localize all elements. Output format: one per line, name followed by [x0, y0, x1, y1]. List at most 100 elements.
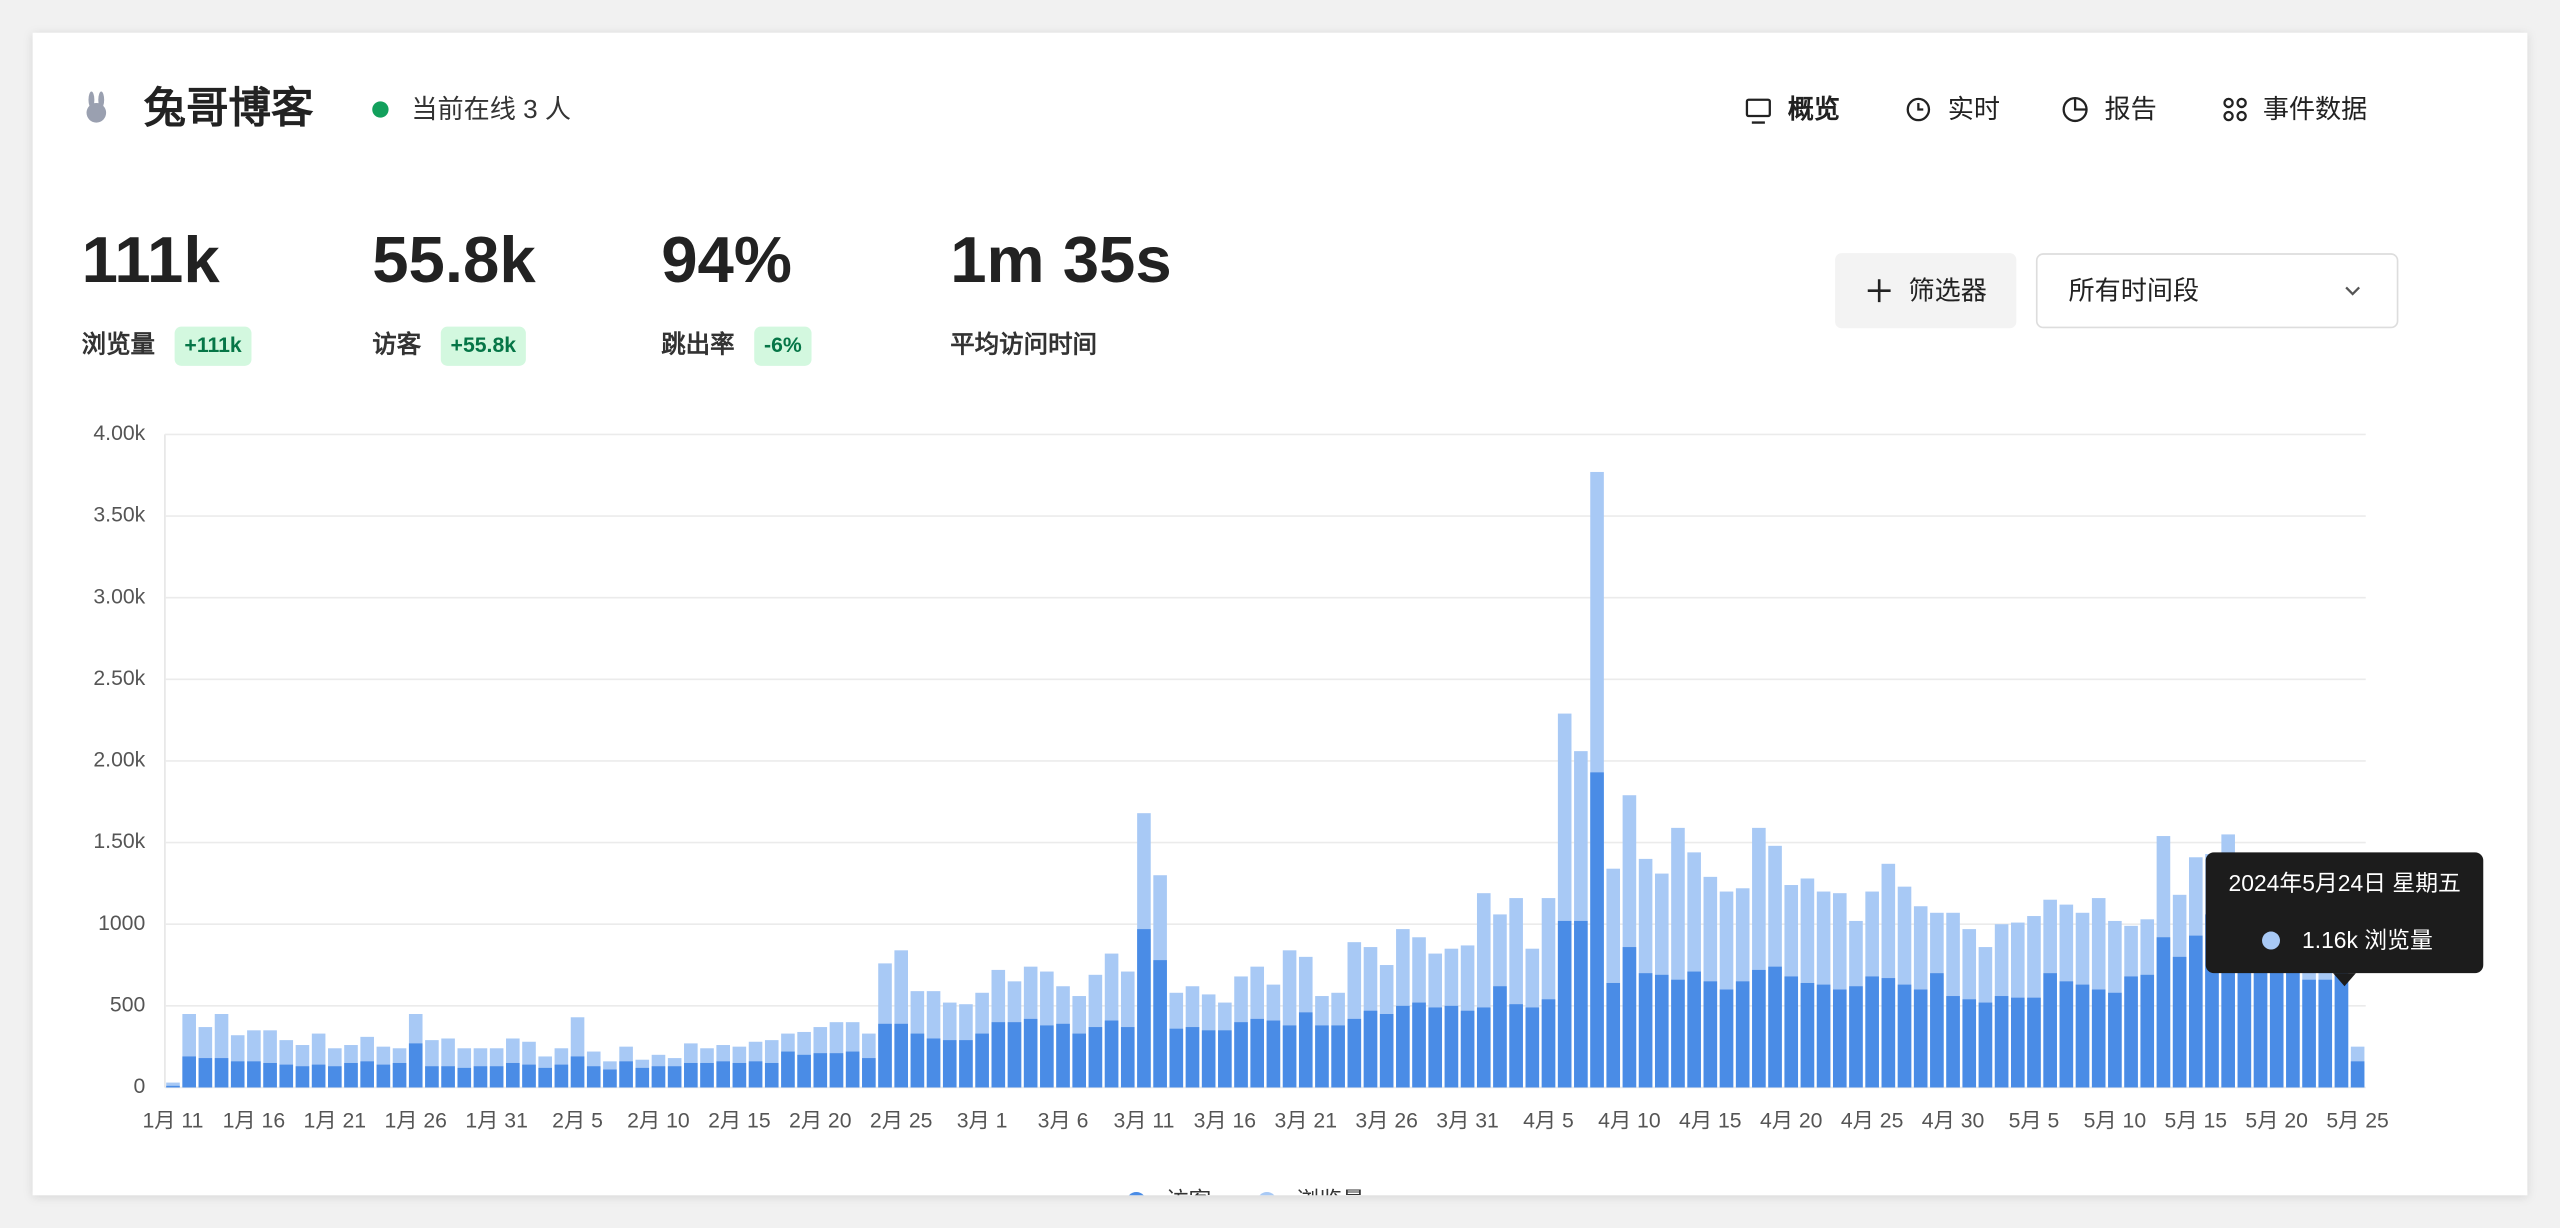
bar — [635, 1067, 650, 1088]
bar — [2334, 966, 2349, 1088]
stat-change-badge — [754, 326, 812, 366]
bar — [1023, 1018, 1038, 1088]
bar — [214, 1058, 229, 1088]
bar — [2027, 997, 2041, 1088]
bar — [619, 1061, 633, 1088]
bar — [2189, 935, 2203, 1088]
nav-label: 实时 — [1948, 94, 2000, 124]
nav-events[interactable]: 事件数据 — [2223, 94, 2367, 124]
bar — [1638, 973, 1653, 1088]
x-tick-label: 3月 21 — [1274, 1109, 1337, 1132]
bar — [667, 1066, 682, 1088]
bar — [797, 1054, 811, 1088]
stat-value: 94% — [661, 223, 792, 296]
x-tick-label: 5月 25 — [2326, 1109, 2389, 1132]
x-tick-label: 3月 26 — [1355, 1109, 1418, 1132]
bar — [360, 1061, 374, 1088]
filter-button[interactable]: 筛选器 — [1835, 253, 2017, 329]
bar — [926, 1038, 941, 1088]
bar — [1185, 1027, 1200, 1088]
bar — [2043, 973, 2057, 1088]
bar — [1476, 1007, 1491, 1088]
bar — [1703, 981, 1718, 1088]
bar — [1347, 1018, 1362, 1088]
bar — [376, 1064, 391, 1088]
bar — [2156, 937, 2171, 1088]
content: 兔哥博客 当前在线 3 人 概览 实时 报告 事件数据 111k 浏览量 +111k… — [82, 84, 2484, 1196]
stat-change: +55.8k — [451, 334, 517, 357]
bar — [1735, 981, 1750, 1088]
bar — [1622, 947, 1637, 1088]
nav-overview[interactable]: 概览 — [1745, 94, 1840, 124]
x-tick-label: 1月 16 — [223, 1109, 286, 1132]
x-tick-label: 4月 10 — [1598, 1109, 1661, 1132]
nav-realtime[interactable]: 实时 — [1906, 94, 2000, 124]
bar — [554, 1064, 569, 1088]
bar — [1120, 1027, 1135, 1088]
bar — [1088, 1027, 1103, 1088]
bar — [166, 1085, 180, 1088]
x-tick-label: 2月 15 — [708, 1109, 771, 1132]
bar — [1752, 969, 1766, 1088]
bar — [1687, 971, 1701, 1088]
bar — [1978, 1002, 1993, 1088]
bar — [1557, 920, 1572, 1088]
online-dot — [372, 101, 389, 118]
stat-value: 1m 35s — [950, 223, 1171, 296]
x-tick-label: 4月 5 — [1523, 1109, 1574, 1132]
x-tick-label: 3月 1 — [957, 1109, 1008, 1132]
bar — [991, 1022, 1006, 1088]
tooltip-text: 1.16k 浏览量 — [2302, 927, 2433, 953]
bar — [910, 1033, 925, 1088]
x-tick-label: 5月 20 — [2245, 1109, 2308, 1132]
bar — [1007, 1022, 1022, 1088]
bar — [1784, 976, 1799, 1088]
bar — [263, 1062, 277, 1088]
bar — [344, 1062, 358, 1088]
bar — [894, 1023, 908, 1088]
stat-label: 浏览量 — [82, 331, 155, 359]
bar — [425, 1066, 439, 1088]
y-tick-label: 500 — [110, 993, 145, 1016]
y-tick-label: 1000 — [98, 912, 145, 935]
y-tick-label: 2.00k — [93, 749, 145, 772]
stat-value: 55.8k — [372, 223, 536, 296]
bar — [1072, 1033, 1087, 1088]
bar — [2075, 984, 2090, 1088]
bar — [781, 1051, 795, 1088]
bar — [1816, 984, 1831, 1088]
bar — [1719, 989, 1734, 1088]
bar — [473, 1066, 488, 1088]
bar — [408, 1043, 423, 1088]
x-tick-label: 4月 25 — [1841, 1109, 1904, 1132]
bar — [522, 1064, 536, 1088]
bar — [1153, 960, 1167, 1088]
bar — [538, 1067, 552, 1088]
bar — [1849, 986, 1863, 1088]
tooltip: 2024年5月24日 星期五 1.16k 浏览量 — [2205, 852, 2484, 987]
bar — [732, 1062, 747, 1088]
x-tick-label: 3月 6 — [1038, 1109, 1089, 1132]
bar — [651, 1066, 666, 1088]
bar — [2221, 940, 2235, 1088]
bar — [845, 1051, 860, 1088]
bar — [295, 1066, 310, 1088]
bar — [1056, 1023, 1070, 1088]
bar — [1930, 973, 1944, 1088]
bar — [1671, 979, 1685, 1088]
bar — [684, 1062, 698, 1088]
x-tick-label: 5月 10 — [2084, 1109, 2147, 1132]
bar — [2059, 981, 2074, 1088]
stat-label: 访客 — [372, 330, 421, 359]
bar — [1541, 999, 1556, 1088]
nav-reports[interactable]: 报告 — [2062, 94, 2157, 124]
stat-label: 跳出率 — [661, 330, 734, 359]
bar — [700, 1062, 714, 1088]
bar — [1266, 1020, 1281, 1088]
x-tick-label: 2月 5 — [552, 1109, 603, 1132]
bar — [279, 1064, 294, 1088]
x-tick-label: 3月 11 — [1113, 1109, 1174, 1132]
date-range-dropdown[interactable]: 所有时间段 — [2035, 253, 2399, 329]
